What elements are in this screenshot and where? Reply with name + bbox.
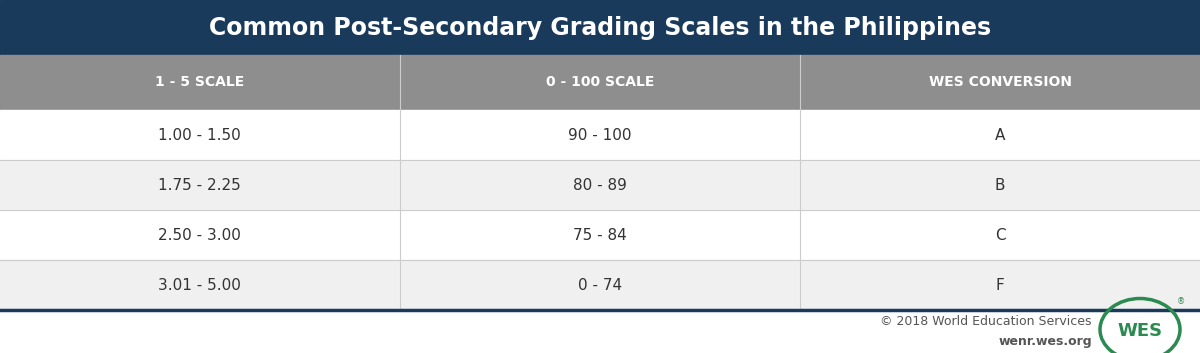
Text: 90 - 100: 90 - 100 (569, 127, 631, 143)
Text: 1 - 5 SCALE: 1 - 5 SCALE (155, 76, 245, 90)
Text: B: B (995, 178, 1006, 192)
Text: 3.01 - 5.00: 3.01 - 5.00 (158, 277, 241, 293)
Text: 80 - 89: 80 - 89 (574, 178, 626, 192)
Text: C: C (995, 227, 1006, 243)
Bar (0, 260, 1200, 310)
Text: 75 - 84: 75 - 84 (574, 227, 626, 243)
Text: 1.00 - 1.50: 1.00 - 1.50 (158, 127, 241, 143)
Text: A: A (995, 127, 1006, 143)
Text: Common Post-Secondary Grading Scales in the Philippines: Common Post-Secondary Grading Scales in … (209, 16, 991, 40)
Bar (0, 210, 1200, 260)
Text: 0 - 74: 0 - 74 (578, 277, 622, 293)
Bar (0, 0, 1200, 55)
Text: 2.50 - 3.00: 2.50 - 3.00 (158, 227, 241, 243)
Text: ®: ® (1177, 297, 1186, 306)
Bar (0, 55, 1200, 110)
Bar (0, 110, 1200, 160)
Text: WES: WES (1117, 323, 1163, 341)
Bar (0, 160, 1200, 210)
Text: WES CONVERSION: WES CONVERSION (929, 76, 1072, 90)
Text: wenr.wes.org: wenr.wes.org (998, 335, 1092, 348)
Text: © 2018 World Education Services: © 2018 World Education Services (881, 315, 1092, 328)
Text: 1.75 - 2.25: 1.75 - 2.25 (158, 178, 241, 192)
Text: F: F (996, 277, 1004, 293)
Text: 0 - 100 SCALE: 0 - 100 SCALE (546, 76, 654, 90)
